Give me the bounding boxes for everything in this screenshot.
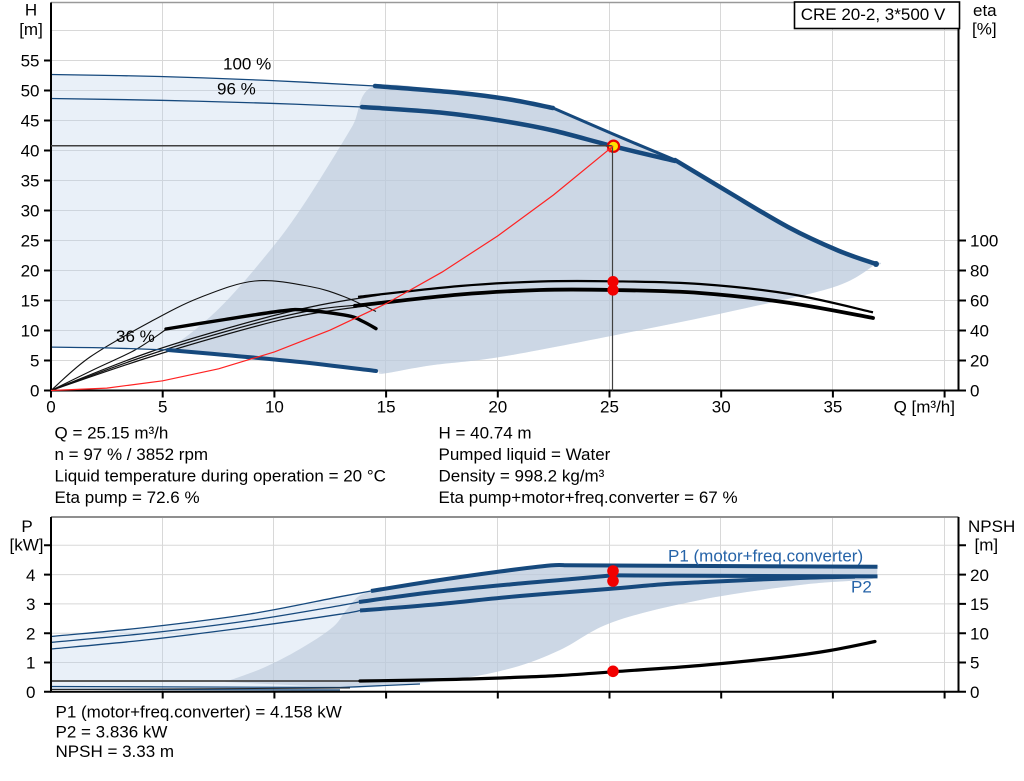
svg-text:eta: eta: [973, 1, 997, 20]
svg-text:5: 5: [30, 352, 39, 371]
svg-text:[m]: [m]: [975, 536, 999, 555]
svg-text:15: 15: [970, 595, 989, 614]
svg-text:36 %: 36 %: [116, 327, 155, 346]
svg-text:5: 5: [970, 654, 979, 673]
svg-text:80: 80: [970, 262, 989, 281]
svg-text:Q = 25.15 m³/h: Q = 25.15 m³/h: [55, 424, 169, 443]
svg-text:20: 20: [488, 398, 507, 417]
svg-text:1: 1: [26, 654, 35, 673]
svg-text:Pumped liquid = Water: Pumped liquid = Water: [439, 445, 611, 464]
svg-text:0: 0: [970, 683, 979, 702]
svg-text:40: 40: [970, 322, 989, 341]
svg-text:H = 40.74 m: H = 40.74 m: [439, 424, 532, 443]
svg-text:40: 40: [21, 142, 40, 161]
svg-text:35: 35: [823, 398, 842, 417]
svg-text:50: 50: [21, 82, 40, 101]
svg-text:30: 30: [712, 398, 731, 417]
svg-text:25: 25: [600, 398, 619, 417]
svg-text:P2 = 3.836 kW: P2 = 3.836 kW: [56, 723, 168, 742]
svg-text:20: 20: [970, 352, 989, 371]
svg-text:10: 10: [970, 624, 989, 643]
svg-text:35: 35: [21, 172, 40, 191]
svg-text:30: 30: [21, 202, 40, 221]
svg-text:Eta pump = 72.6 %: Eta pump = 72.6 %: [55, 488, 200, 507]
svg-text:20: 20: [21, 262, 40, 281]
svg-text:P2: P2: [851, 578, 872, 597]
svg-text:[kW]: [kW]: [10, 536, 44, 555]
svg-text:[m]: [m]: [19, 20, 43, 39]
svg-text:Q [m³/h]: Q [m³/h]: [894, 398, 955, 417]
svg-text:15: 15: [377, 398, 396, 417]
svg-text:P1 (motor+freq.converter) = 4.: P1 (motor+freq.converter) = 4.158 kW: [56, 703, 342, 722]
svg-text:n = 97 % / 3852 rpm: n = 97 % / 3852 rpm: [55, 445, 209, 464]
svg-text:60: 60: [970, 292, 989, 311]
svg-text:96 %: 96 %: [217, 80, 256, 99]
svg-text:10: 10: [21, 322, 40, 341]
svg-text:Liquid temperature during oper: Liquid temperature during operation = 20…: [55, 467, 386, 486]
svg-text:Eta pump+motor+freq.converter: Eta pump+motor+freq.converter = 67 %: [439, 488, 738, 507]
svg-text:NPSH = 3.33 m: NPSH = 3.33 m: [56, 742, 175, 761]
svg-text:P: P: [21, 517, 32, 536]
svg-text:NPSH: NPSH: [968, 517, 1015, 536]
svg-text:H: H: [25, 1, 37, 20]
svg-text:0: 0: [46, 398, 55, 417]
svg-text:CRE 20-2, 3*500 V: CRE 20-2, 3*500 V: [801, 5, 946, 24]
svg-text:55: 55: [21, 52, 40, 71]
svg-text:3: 3: [26, 595, 35, 614]
svg-text:[%]: [%]: [972, 20, 997, 39]
svg-text:20: 20: [970, 566, 989, 585]
svg-text:0: 0: [26, 683, 35, 702]
svg-text:4: 4: [26, 566, 35, 585]
svg-text:0: 0: [30, 382, 39, 401]
svg-text:45: 45: [21, 112, 40, 131]
svg-text:10: 10: [265, 398, 284, 417]
svg-text:0: 0: [970, 382, 979, 401]
svg-text:15: 15: [21, 292, 40, 311]
svg-text:Density = 998.2 kg/m³: Density = 998.2 kg/m³: [439, 467, 605, 486]
svg-text:5: 5: [158, 398, 167, 417]
svg-text:100 %: 100 %: [223, 55, 271, 74]
svg-text:100: 100: [970, 232, 998, 251]
svg-text:P1 (motor+freq.converter): P1 (motor+freq.converter): [668, 546, 863, 565]
svg-text:2: 2: [26, 624, 35, 643]
svg-text:25: 25: [21, 232, 40, 251]
